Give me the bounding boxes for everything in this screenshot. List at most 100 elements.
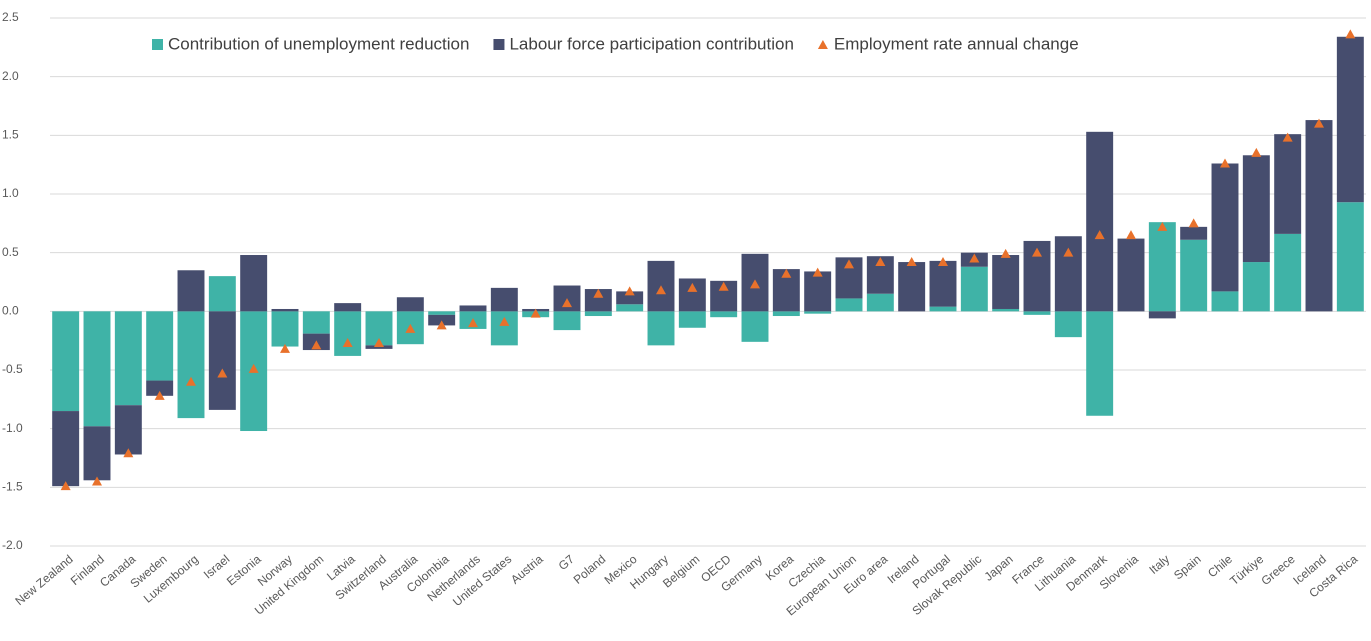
marker — [248, 363, 259, 373]
bar-segment — [898, 262, 926, 312]
marker — [1032, 247, 1042, 257]
marker — [499, 316, 510, 326]
marker — [812, 267, 823, 277]
bar-segment — [302, 311, 330, 334]
marker — [969, 253, 980, 263]
y-tick-label: -2.0 — [2, 538, 23, 552]
marker — [750, 279, 760, 289]
bar-segment — [146, 311, 174, 381]
bar-segment — [1211, 163, 1239, 292]
marker — [405, 323, 416, 333]
legend-label: Employment rate annual change — [834, 34, 1079, 53]
bar-segment — [114, 405, 142, 455]
marker — [374, 338, 384, 348]
bar-segment — [1148, 311, 1176, 319]
bar-segment — [992, 255, 1020, 309]
bar-segment — [741, 311, 769, 342]
marker — [1345, 29, 1356, 39]
bar-segment — [365, 345, 393, 349]
bar-segment — [1274, 233, 1302, 312]
bar-segment — [146, 380, 174, 396]
y-tick-label: 0.5 — [2, 245, 19, 259]
bar-segment — [52, 411, 80, 487]
x-tick-label: Japan — [982, 552, 1016, 584]
marker — [906, 257, 917, 267]
bar-segment — [992, 308, 1020, 312]
x-tick-label: Poland — [571, 552, 609, 587]
bar-segment — [1054, 311, 1082, 338]
marker — [123, 448, 134, 458]
marker — [938, 257, 948, 267]
bar-segment — [428, 311, 456, 315]
y-tick-label: 1.5 — [2, 128, 19, 142]
bar-segment — [490, 287, 518, 312]
marker — [1126, 230, 1136, 240]
legend-label: Contribution of unemployment reduction — [168, 34, 469, 53]
bar-segment — [83, 311, 111, 427]
bar-segment — [240, 255, 268, 312]
x-tick-label: Austria — [508, 552, 546, 587]
bar-segment — [177, 270, 205, 312]
y-tick-label: 1.0 — [2, 186, 19, 200]
bar-segment — [1242, 262, 1270, 312]
bar-segment — [1117, 238, 1145, 312]
bar-segment — [271, 311, 299, 347]
bar-segment — [1086, 311, 1114, 416]
marker — [468, 318, 478, 328]
bar-segment — [490, 311, 518, 346]
bar-segment — [710, 311, 738, 318]
y-tick-label: 2.0 — [2, 69, 19, 83]
bar-segment — [459, 305, 487, 312]
marker — [593, 288, 604, 298]
marker — [562, 298, 572, 308]
bar-segment — [553, 311, 581, 331]
marker — [875, 257, 886, 267]
bar-segment — [177, 311, 205, 419]
x-tick-label: Italy — [1146, 552, 1172, 577]
bar-segment — [1305, 120, 1333, 312]
bar-segment — [616, 304, 644, 312]
bar-segment — [929, 306, 957, 312]
marker — [781, 268, 792, 278]
marker — [92, 476, 102, 486]
marker — [1314, 118, 1324, 128]
marker — [687, 282, 698, 292]
bar-segment — [647, 311, 675, 346]
legend-swatch — [493, 39, 505, 50]
legend-marker — [817, 40, 828, 49]
bar-segment — [678, 311, 706, 328]
y-tick-label: -1.5 — [2, 480, 23, 494]
marker — [844, 259, 854, 269]
y-tick-label: -1.0 — [2, 421, 23, 435]
bar-segment — [1180, 239, 1208, 312]
bar-segment — [1023, 311, 1051, 315]
marker — [1000, 248, 1011, 258]
marker — [1220, 158, 1230, 168]
marker — [1282, 132, 1293, 142]
marker — [280, 343, 290, 353]
bar-segment — [1336, 202, 1364, 312]
marker — [1251, 147, 1262, 157]
marker — [1094, 230, 1105, 240]
marker — [1063, 247, 1074, 257]
x-tick-label: Greece — [1258, 552, 1297, 588]
x-tick-label: New Zealand — [12, 552, 75, 608]
marker — [311, 340, 322, 350]
bar-segment — [334, 311, 362, 356]
marker — [217, 368, 228, 378]
bar-segment — [960, 266, 988, 312]
bar-segment — [208, 311, 236, 410]
bar-segment — [396, 297, 424, 312]
bar-segment — [428, 314, 456, 326]
y-tick-label: -0.5 — [2, 362, 23, 376]
x-tick-label: Spain — [1171, 552, 1204, 582]
bar-segment — [1274, 134, 1302, 234]
x-tick-label: G7 — [556, 552, 578, 573]
marker — [154, 390, 165, 400]
bar-segment — [866, 293, 894, 312]
bar-segment — [1242, 155, 1270, 263]
marker — [436, 320, 447, 330]
marker — [624, 286, 635, 296]
bar-segment — [114, 311, 142, 406]
